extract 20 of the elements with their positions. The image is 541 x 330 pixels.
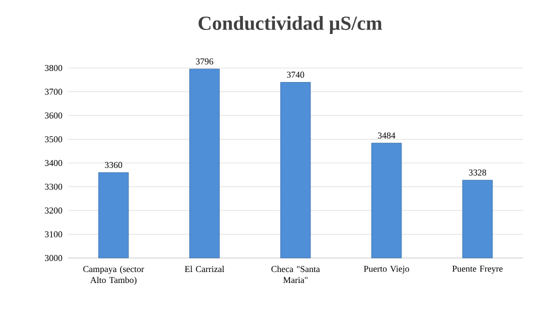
data-label: 3360 xyxy=(104,162,122,168)
data-label: 3328 xyxy=(468,170,486,176)
y-tick-label: 3200 xyxy=(44,207,62,214)
x-tick-label: Puerto Viejo xyxy=(364,266,410,274)
y-tick-label: 3300 xyxy=(44,184,62,190)
y-tick-label: 3600 xyxy=(44,112,62,119)
y-tick-label: 3400 xyxy=(44,160,62,166)
x-tick-label: Campaya (sector Alto Tambo) xyxy=(83,266,144,285)
x-tick-label: Checa "Santa Maria" xyxy=(271,266,320,284)
data-label: 3740 xyxy=(286,72,304,78)
y-tick-label: 3500 xyxy=(44,136,62,142)
y-tick-label: 3700 xyxy=(44,88,62,95)
chart-title: Conductividad µS/cm xyxy=(198,16,382,34)
y-tick-label: 3800 xyxy=(44,64,62,72)
data-label: 3484 xyxy=(378,132,396,139)
y-tick-label: 3100 xyxy=(44,231,62,238)
x-tick-label: El Carrizal xyxy=(184,266,224,272)
data-label: 3796 xyxy=(196,58,214,64)
x-tick-label: Puente Freyre xyxy=(452,266,503,274)
y-tick-label: 3000 xyxy=(44,254,62,262)
